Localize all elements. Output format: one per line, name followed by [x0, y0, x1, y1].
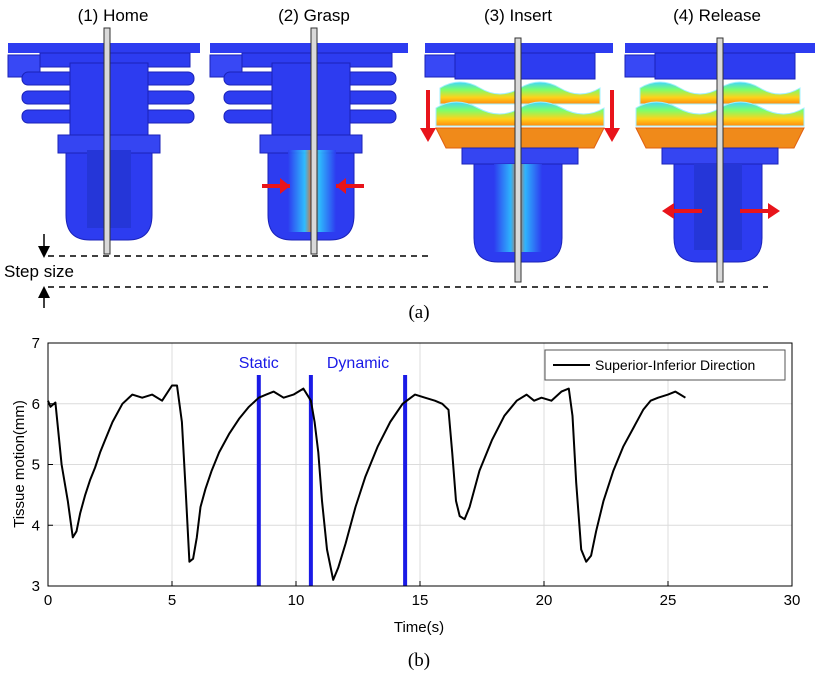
y-tick-label: 5 — [32, 457, 40, 474]
event-markers: Static Dynamic — [239, 355, 408, 586]
caption-b: (b) — [408, 650, 430, 671]
plot-frame — [47, 342, 793, 587]
y-tick-label: 3 — [32, 578, 40, 595]
panel-b-chart: Static Dynamic 0 5 10 15 20 25 30 3 4 5 6 7 Superior… — [11, 335, 800, 671]
gripper-release — [624, 37, 815, 283]
stage-title-release: (4) Release — [673, 6, 761, 25]
series-line — [47, 384, 686, 581]
gripper-grasp — [209, 27, 408, 255]
stage-title-home: (1) Home — [78, 6, 149, 25]
y-tick-label: 7 — [32, 335, 40, 352]
panel-a-deformation-stages: (1) Home (2) Grasp (3) Insert (4) Releas… — [4, 6, 815, 323]
step-size-annotation: Step size — [4, 234, 768, 308]
step-size-label: Step size — [4, 262, 74, 281]
series-layer — [47, 384, 686, 581]
event-marker-label: Dynamic — [327, 355, 389, 372]
x-tick-label: 10 — [288, 592, 305, 609]
stage-title-insert: (3) Insert — [484, 6, 552, 25]
x-tick-label: 20 — [536, 592, 553, 609]
event-marker-label: Static — [239, 355, 279, 372]
caption-a: (a) — [408, 302, 429, 323]
x-tick-label: 5 — [168, 592, 176, 609]
x-tick-label: 0 — [44, 592, 52, 609]
gripper-insert — [420, 37, 620, 283]
x-tick-label: 25 — [660, 592, 677, 609]
x-axis-label: Time(s) — [394, 619, 444, 636]
y-tick-label: 4 — [32, 517, 40, 534]
tick-labels: 0 5 10 15 20 25 30 3 4 5 6 7 — [32, 335, 801, 609]
y-tick-label: 6 — [32, 396, 40, 413]
legend-label: Superior-Inferior Direction — [595, 357, 755, 373]
legend: Superior-Inferior Direction — [544, 349, 786, 381]
x-tick-label: 15 — [412, 592, 429, 609]
x-tick-label: 30 — [784, 592, 801, 609]
gripper-home — [7, 27, 200, 255]
y-axis-label: Tissue motion(mm) — [11, 400, 28, 528]
stage-title-grasp: (2) Grasp — [278, 6, 350, 25]
